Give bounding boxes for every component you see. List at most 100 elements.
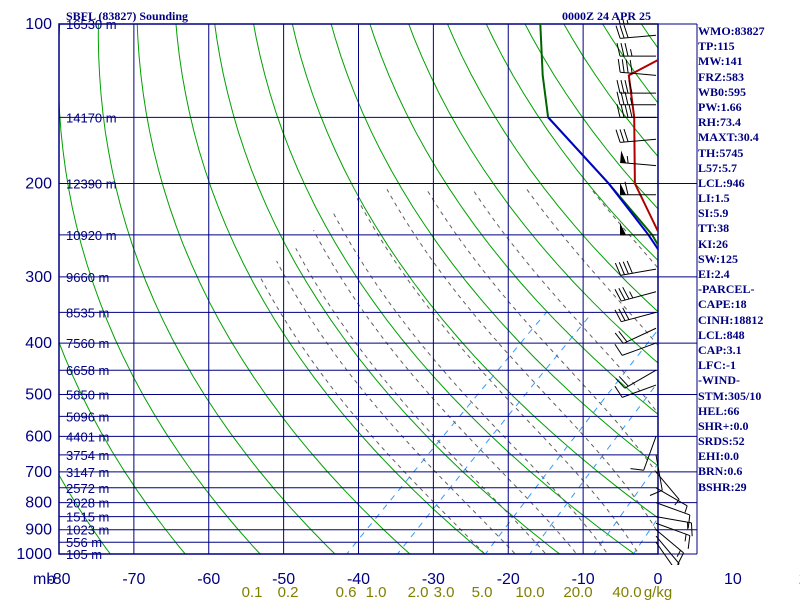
height-label: 105 m <box>66 547 102 562</box>
wind-barb-flag <box>616 43 621 57</box>
index-item: LFC:-1 <box>698 358 736 373</box>
wind-barb-flag <box>618 287 626 301</box>
index-item: SHR+:0.0 <box>698 418 749 433</box>
wind-barb-staff <box>655 522 690 537</box>
wind-barb-flag <box>629 59 633 74</box>
index-item: -WIND- <box>698 373 740 388</box>
pressure-tick-label: 1000 <box>16 546 52 563</box>
wind-barb-flag <box>624 181 629 195</box>
dry-adiabat-line <box>777 0 800 565</box>
height-label: 10920 m <box>66 228 117 243</box>
wind-barbs <box>614 20 693 565</box>
temperature-tick-label: -40 <box>347 571 370 588</box>
wind-barb-half-flag <box>630 49 633 57</box>
wind-barb-flag <box>615 129 621 143</box>
wind-barb-flag <box>630 468 644 471</box>
height-label: 1023 m <box>66 523 109 538</box>
temperature-tick-label: -80 <box>47 571 70 588</box>
index-item: HEL:66 <box>698 403 740 418</box>
wind-barb-half-flag <box>626 155 629 164</box>
wind-barb <box>617 58 657 76</box>
index-item: RH:73.4 <box>698 115 741 130</box>
index-item: MAXT:30.4 <box>698 130 759 145</box>
wind-barb-flag <box>614 332 624 344</box>
wind-barb <box>655 541 673 565</box>
wind-barb-staff <box>655 541 673 565</box>
moist-adiabat-line <box>426 188 658 476</box>
temperature-tick-label: -70 <box>122 571 145 588</box>
wind-barb-staff <box>655 454 663 491</box>
mixing-ratio-label: 3.0 <box>434 584 455 600</box>
wind-barb-staff <box>623 327 657 344</box>
index-item: TH:5745 <box>698 145 744 160</box>
dry-adiabat-line <box>214 24 561 554</box>
wind-barb-half-flag <box>684 505 688 513</box>
wind-barb-flag <box>614 262 622 276</box>
wind-barb-flag <box>620 91 625 105</box>
wind-barb-flag <box>614 385 623 398</box>
height-label: 9660 m <box>66 270 109 285</box>
moist-adiabat-line <box>259 276 486 554</box>
wind-barb-flag <box>616 91 621 105</box>
wind-barb-flag <box>616 79 621 94</box>
wind-barb-flag <box>618 330 628 343</box>
pressure-tick-label: 100 <box>25 16 52 33</box>
wind-barb <box>616 79 656 94</box>
wind-barb-flag <box>617 58 621 73</box>
background-lines <box>59 0 800 565</box>
dewpoint-line <box>539 24 658 247</box>
height-label: 7560 m <box>66 336 109 351</box>
wind-barb-pennant <box>620 222 626 235</box>
mixing-ratio-line <box>632 517 658 554</box>
wind-barb <box>614 260 657 276</box>
index-item: PW:1.66 <box>698 99 742 114</box>
pressure-tick-label: 300 <box>25 269 52 286</box>
wind-barb-flag <box>690 522 693 537</box>
dry-adiabat-line <box>136 24 411 554</box>
height-label: 2572 m <box>66 481 109 496</box>
height-label: 16530 m <box>66 17 117 32</box>
wind-barb-staff <box>620 138 657 143</box>
station-title: SBFL (83827) Sounding <box>66 9 189 23</box>
sounding-timestamp: 0000Z 24 APR 25 <box>562 9 652 23</box>
height-label: 8535 m <box>66 305 109 320</box>
dry-adiabat-line <box>175 24 486 554</box>
mixing-ratio-label: 0.1 <box>242 584 263 600</box>
index-item: SI:5.9 <box>698 206 729 221</box>
wind-barb <box>655 535 680 565</box>
wind-barb <box>655 516 693 537</box>
wind-barb-staff <box>622 384 657 398</box>
wind-barb-flag <box>677 563 680 565</box>
mixing-ratio-label: 0.6 <box>336 584 357 600</box>
index-item: CAPE:18 <box>698 297 747 312</box>
dry-adiabat-line <box>59 340 186 554</box>
index-item: WMO:83827 <box>698 24 765 38</box>
index-item: LCL:946 <box>698 175 745 190</box>
wind-barb-half-flag <box>676 550 681 557</box>
wind-barb-flag <box>624 91 629 105</box>
wind-barb <box>615 369 657 389</box>
temperature-tick-label: 0 <box>654 571 663 588</box>
index-item: SW:125 <box>698 251 739 266</box>
pressure-tick-label: 600 <box>25 428 52 445</box>
wind-barb-flag <box>615 378 626 389</box>
wind-barb-staff <box>620 161 657 167</box>
wind-barb-flag <box>624 79 629 94</box>
height-label: 1515 m <box>66 510 109 525</box>
wind-barb-staff <box>622 342 657 356</box>
moist-adiabat-line <box>295 248 547 554</box>
wind-barb <box>649 454 663 496</box>
index-item: -PARCEL- <box>698 282 755 297</box>
moist-adiabat-line <box>472 188 658 414</box>
wind-barb-flag <box>624 43 629 57</box>
height-label: 5096 m <box>66 409 109 424</box>
index-item: TP:115 <box>698 39 735 54</box>
dry-adiabat-line <box>369 24 658 415</box>
mixing-ratio-label: 20.0 <box>563 584 592 600</box>
wind-barb <box>618 20 656 25</box>
wind-barb <box>655 487 688 513</box>
wind-barb-flag <box>614 289 622 302</box>
mixing-ratio-label: 0.2 <box>278 584 299 600</box>
moist-adiabat-line <box>760 189 800 565</box>
